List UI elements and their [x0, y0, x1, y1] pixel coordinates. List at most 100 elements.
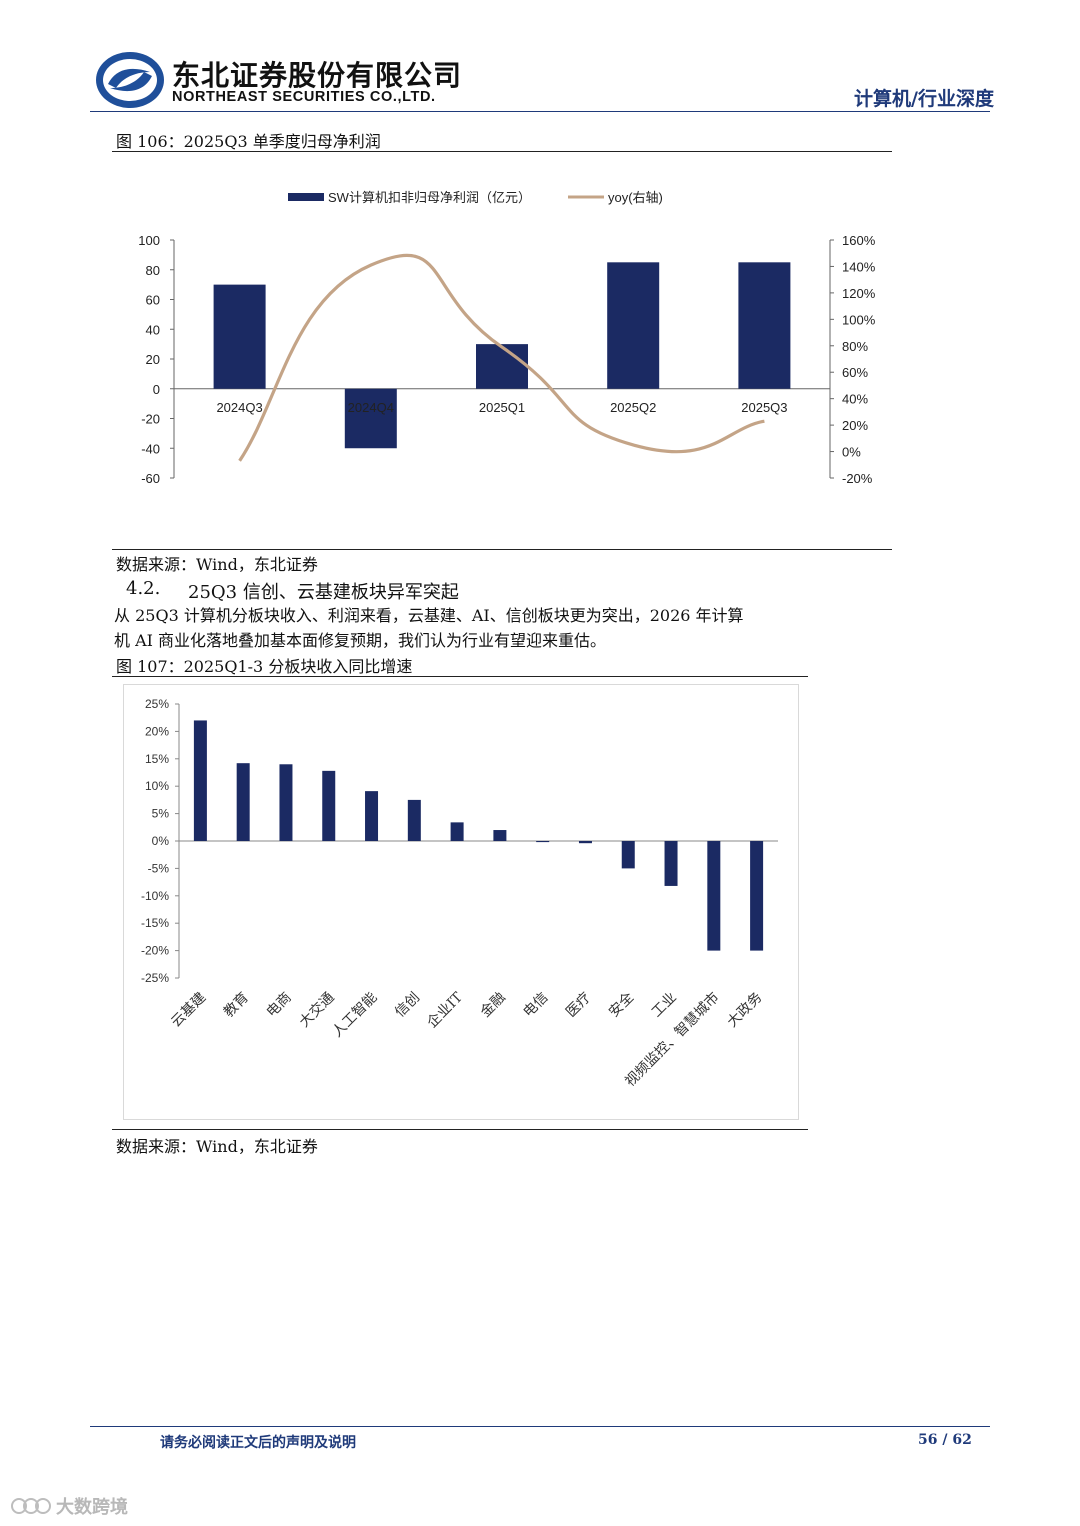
- figure-107-bottom-rule: [112, 1129, 808, 1130]
- chart2-bar-电商: [279, 764, 293, 841]
- chart2-y-tick-label: -10%: [141, 889, 169, 903]
- chart1-right-tick-label: 160%: [842, 233, 876, 248]
- chart1-category-label: 2024Q3: [216, 400, 262, 415]
- chart1-category-label: 2024Q4: [348, 400, 394, 415]
- chart1-left-tick-label: -40: [141, 441, 160, 456]
- chart1-right-tick-label: 60%: [842, 365, 868, 380]
- watermark-logo-icon: [11, 1498, 51, 1514]
- industry-label: 计算机/行业深度: [854, 88, 994, 110]
- figure-107-source: 数据来源：Wind，东北证券: [116, 1137, 318, 1156]
- chart1-bar-2025Q1: [476, 344, 528, 389]
- figure-107-frame: [123, 684, 799, 1120]
- figure-106-bottom-rule: [112, 549, 892, 550]
- chart2-y-tick-label: 25%: [145, 697, 169, 711]
- chart2-category-label: 工业: [649, 990, 680, 1021]
- chart2-bar-医疗: [578, 841, 592, 844]
- chart1-left-tick-label: 20: [146, 352, 160, 367]
- chart2-category-label: 电商: [264, 990, 295, 1021]
- chart2-y-tick-label: 10%: [145, 779, 169, 793]
- chart1-right-tick-label: 80%: [842, 339, 868, 354]
- chart1-left-tick-label: -60: [141, 471, 160, 486]
- chart2-category-label: 安全: [605, 989, 637, 1021]
- chart2-category-label: 教育: [221, 990, 252, 1021]
- page-current: 56: [918, 1432, 938, 1448]
- logo-mark-icon: [96, 52, 164, 108]
- figure-107-caption: 图 107：2025Q1-3 分板块收入同比增速: [116, 657, 413, 676]
- chart2-bar-信创: [407, 799, 421, 841]
- chart2-bar-工业: [664, 841, 678, 886]
- section-number: 4.2.: [126, 578, 161, 599]
- company-name-cn: 东北证券股份有限公司: [172, 59, 463, 92]
- page-separator: /: [942, 1432, 948, 1448]
- section-title: 25Q3 信创、云基建板块异军突起: [188, 582, 459, 603]
- chart1-right-tick-label: 140%: [842, 259, 876, 274]
- chart2-bar-电信: [536, 841, 550, 843]
- chart2-y-tick-label: -25%: [141, 971, 169, 985]
- legend-line-label: yoy(右轴): [608, 190, 663, 205]
- chart1-category-label: 2025Q2: [610, 400, 656, 415]
- chart1-left-tick-label: 80: [146, 263, 160, 278]
- legend-bar-label: SW计算机扣非归母净利润（亿元）: [328, 190, 531, 205]
- chart2-y-tick-label: -5%: [148, 861, 170, 875]
- chart2-bar-大政务: [750, 841, 764, 951]
- chart2-y-tick-label: 15%: [145, 752, 169, 766]
- chart1-bar-2025Q3: [738, 262, 791, 389]
- chart2-category-label: 信创: [392, 990, 423, 1021]
- figure-107-top-rule: [112, 676, 808, 677]
- chart2-category-label: 金融: [478, 990, 509, 1021]
- chart1-bar-2024Q4: [344, 388, 397, 449]
- chart1-right-tick-label: 40%: [842, 392, 868, 407]
- chart1-right-tick-label: -20%: [842, 471, 873, 486]
- chart1-category-label: 2025Q1: [479, 400, 525, 415]
- section-paragraph-line1: 从 25Q3 计算机分板块收入、利润来看，云基建、AI、信创板块更为突出，202…: [114, 606, 744, 625]
- figure-106-chart: SW计算机扣非归母净利润（亿元） yoy(右轴) 100 80 60 40 20 0 -20…: [138, 190, 876, 486]
- footer-divider: [90, 1426, 990, 1427]
- section-paragraph-line2: 机 AI 商业化落地叠加基本面修复预期，我们认为行业有望迎来重估。: [114, 631, 607, 650]
- chart1-right-tick-label: 100%: [842, 312, 876, 327]
- chart1-yoy-line: [238, 253, 765, 462]
- chart2-category-label: 医疗: [563, 990, 594, 1021]
- chart1-category-label: 2025Q3: [741, 400, 787, 415]
- figure-106-top-rule: [112, 151, 892, 152]
- chart2-category-label: 大交通: [296, 989, 338, 1031]
- chart2-category-label: 大政务: [724, 990, 765, 1031]
- legend-bar-swatch: [288, 193, 324, 201]
- figure-106-source: 数据来源：Wind，东北证券: [116, 555, 318, 574]
- chart2-bar-金融: [493, 830, 507, 841]
- chart2-bar-企业IT: [450, 822, 464, 841]
- chart1-left-tick-label: 0: [153, 382, 160, 397]
- chart1-legend: SW计算机扣非归母净利润（亿元） yoy(右轴): [288, 190, 663, 205]
- chart2-y-tick-label: -20%: [141, 944, 169, 958]
- company-name-en: NORTHEAST SECURITIES CO.,LTD.: [172, 89, 436, 105]
- chart1-left-tick-label: -20: [141, 412, 160, 427]
- chart2-category-label: 企业IT: [424, 988, 467, 1031]
- chart2-bar-教育: [236, 763, 250, 841]
- chart2-bar-云基建: [193, 720, 207, 841]
- chart1-right-tick-label: 120%: [842, 286, 876, 301]
- chart1-bar-2025Q2: [607, 262, 660, 389]
- chart1-bar-2024Q3: [213, 284, 266, 389]
- page-number: 56 / 62: [918, 1432, 972, 1448]
- chart1-left-tick-label: 60: [146, 293, 160, 308]
- chart2-y-tick-label: 20%: [145, 724, 169, 738]
- chart2-bar-人工智能: [365, 791, 379, 841]
- watermark: 大数跨境: [10, 1493, 128, 1519]
- chart2-category-label: 人工智能: [329, 990, 380, 1041]
- chart2-bar-大交通: [322, 770, 336, 841]
- chart2-y-tick-label: 5%: [152, 807, 170, 821]
- chart1-right-tick-label: 0%: [842, 445, 861, 460]
- chart1-left-tick-label: 100: [138, 233, 160, 248]
- watermark-text: 大数跨境: [56, 1497, 128, 1518]
- chart2-y-tick-label: 0%: [152, 834, 170, 848]
- footer-disclaimer: 请务必阅读正文后的声明及说明: [160, 1435, 356, 1451]
- header-divider: [90, 111, 990, 112]
- figure-107-chart: 25% 20% 15% 10% 5% 0% -5% -10% -15% -20% -25% 云基建 教育…: [141, 697, 778, 1090]
- chart1-right-tick-label: 20%: [842, 418, 868, 433]
- chart2-bar-安全: [621, 841, 635, 869]
- figure-106-caption: 图 106：2025Q3 单季度归母净利润: [116, 132, 381, 151]
- chart2-bar-视频监控、智慧城市: [707, 841, 721, 951]
- chart1-left-tick-label: 40: [146, 322, 160, 337]
- chart2-category-label: 电信: [520, 990, 551, 1021]
- company-logo: [94, 50, 166, 110]
- chart2-category-label: 云基建: [168, 989, 210, 1031]
